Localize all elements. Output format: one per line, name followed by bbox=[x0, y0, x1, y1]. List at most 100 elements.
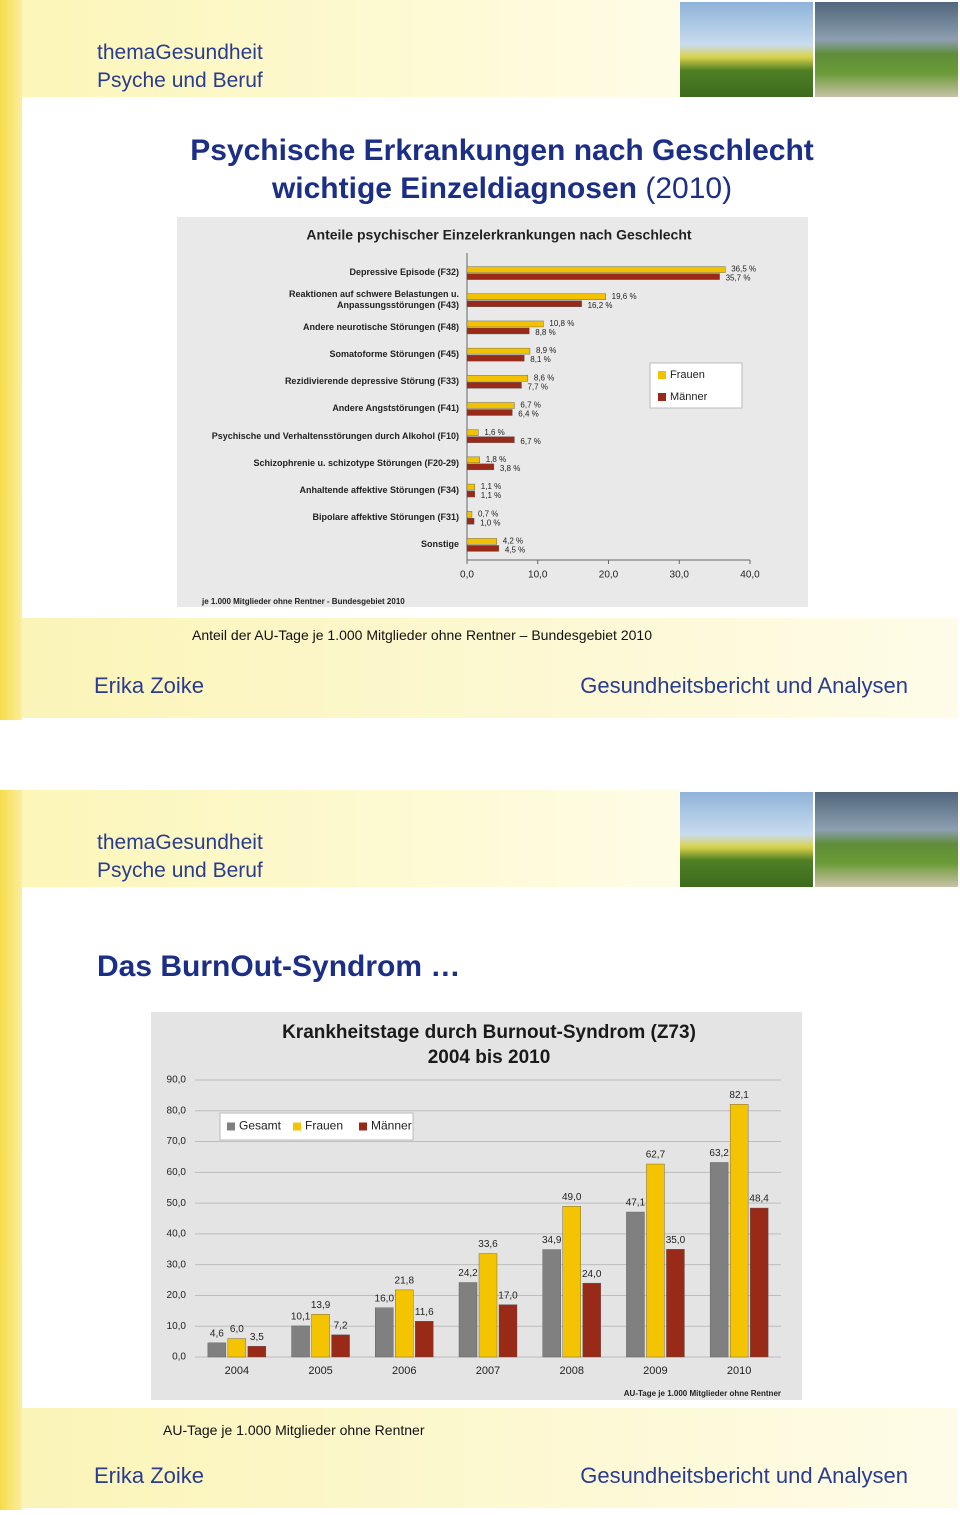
y-tick-label: Depressive Episode (F32) bbox=[349, 267, 459, 278]
y-tick-label: 10,0 bbox=[167, 1321, 187, 1332]
value-label: 21,8 bbox=[395, 1276, 415, 1287]
bar bbox=[666, 1249, 685, 1358]
value-label: 47,1 bbox=[626, 1198, 646, 1209]
category-label-box: Andere neurotische Störungen (F48) bbox=[303, 322, 459, 332]
value-label: 35,0 bbox=[666, 1235, 686, 1246]
y-tick-label: 20,0 bbox=[167, 1290, 187, 1301]
value-label: 24,2 bbox=[458, 1268, 478, 1279]
slide-title-line: wichtige Einzeldiagnosen (2010) bbox=[0, 172, 960, 206]
value-label: 6,7 % bbox=[520, 401, 540, 410]
caption: AU-Tage je 1.000 Mitglieder ohne Rentner bbox=[163, 1422, 425, 1438]
footer-department: Gesundheitsbericht und Analysen bbox=[580, 1463, 908, 1488]
slide: themaGesundheit Psyche und Beruf Das Bur… bbox=[0, 790, 960, 1510]
bar bbox=[466, 293, 606, 300]
chart-footnote: AU-Tage je 1.000 Mitglieder ohne Rentner bbox=[624, 1389, 781, 1398]
bar bbox=[331, 1334, 350, 1358]
value-label: 34,9 bbox=[542, 1235, 562, 1246]
value-label: 82,1 bbox=[729, 1090, 749, 1101]
value-label: 0,7 % bbox=[478, 509, 498, 518]
category-label-box: Reaktionen auf schwere Belastungen u. An… bbox=[288, 289, 459, 310]
bar bbox=[466, 483, 475, 491]
value-label: 1,6 % bbox=[484, 428, 504, 437]
footer-band bbox=[22, 618, 958, 718]
bar bbox=[466, 347, 531, 355]
value-label: 8,6 % bbox=[534, 373, 554, 382]
y-tick-label: Reaktionen auf schwere Belastungen u. An… bbox=[288, 289, 459, 310]
value-label: 48,4 bbox=[749, 1194, 769, 1205]
x-tick-label: 20,0 bbox=[599, 570, 619, 581]
value-label: 62,7 bbox=[646, 1150, 666, 1161]
value-label: 8,1 % bbox=[530, 355, 550, 364]
x-tick-label: 10,0 bbox=[528, 570, 548, 581]
header-band bbox=[22, 0, 680, 97]
bar bbox=[415, 1321, 434, 1358]
category-label-box: Schizophrenie u. schizotype Störungen (F… bbox=[253, 458, 459, 468]
bar bbox=[466, 456, 480, 464]
y-tick-label: 70,0 bbox=[167, 1136, 187, 1147]
value-label: 24,0 bbox=[582, 1269, 602, 1280]
bar bbox=[466, 375, 529, 382]
bar bbox=[466, 300, 582, 307]
value-label: 1,1 % bbox=[481, 482, 501, 491]
y-tick-label: 0,0 bbox=[172, 1352, 186, 1363]
bar bbox=[466, 320, 544, 328]
bar bbox=[466, 511, 473, 518]
category-label-box: Somatoforme Störungen (F45) bbox=[329, 348, 459, 359]
x-tick-label: 0,0 bbox=[460, 570, 474, 581]
chart: Krankheitstage durch Burnout-Syndrom (Z7… bbox=[151, 1012, 802, 1400]
bar bbox=[542, 1249, 561, 1358]
legend-label: Frauen bbox=[670, 369, 705, 381]
slide-title-part: wichtige Einzeldiagnosen bbox=[271, 172, 637, 205]
header-band bbox=[22, 790, 680, 887]
category-label-box: Sonstige bbox=[421, 539, 459, 549]
y-tick-label: 50,0 bbox=[167, 1198, 187, 1209]
y-tick-label: Somatoforme Störungen (F45) bbox=[329, 348, 459, 359]
legend-swatch bbox=[658, 371, 666, 379]
category-label-box: Rezidivierende depressive Störung (F33) bbox=[285, 376, 459, 386]
legend-swatch bbox=[658, 393, 666, 401]
legend-swatch bbox=[359, 1122, 367, 1131]
footer-band bbox=[22, 1408, 958, 1508]
value-label: 4,2 % bbox=[503, 537, 523, 546]
chart-title: Anteile psychischer Einzelerkrankungen n… bbox=[306, 227, 691, 243]
chart-footnote: je 1.000 Mitglieder ohne Rentner - Bunde… bbox=[201, 597, 405, 606]
category-label-box: Bipolare affektive Störungen (F31) bbox=[312, 512, 459, 522]
bar bbox=[247, 1346, 267, 1358]
x-tick-label: 2004 bbox=[225, 1365, 249, 1377]
value-label: 6,4 % bbox=[518, 410, 538, 419]
side-strip bbox=[0, 0, 22, 720]
bar bbox=[626, 1211, 645, 1358]
x-tick-label: 2008 bbox=[559, 1365, 583, 1377]
category-label-box: Anhaltende affektive Störungen (F34) bbox=[299, 485, 459, 495]
value-label: 16,2 % bbox=[588, 301, 613, 310]
header-photo bbox=[815, 792, 958, 887]
value-label: 49,0 bbox=[562, 1192, 582, 1203]
slide-title: Psychische Erkrankungen nach Geschlecht bbox=[190, 134, 814, 167]
legend-label: Gesamt bbox=[239, 1119, 282, 1133]
chart-subtitle: 2004 bis 2010 bbox=[428, 1047, 551, 1068]
footer-author: Erika Zoike bbox=[94, 673, 205, 698]
slide-title-year: (2010) bbox=[645, 172, 733, 205]
bar bbox=[375, 1307, 394, 1358]
bar bbox=[498, 1304, 518, 1358]
header-title: themaGesundheit bbox=[97, 831, 263, 854]
value-label: 6,7 % bbox=[520, 437, 540, 446]
footer-author: Erika Zoike bbox=[94, 1463, 205, 1488]
bar bbox=[466, 545, 500, 552]
y-tick-label: 40,0 bbox=[167, 1229, 187, 1240]
value-label: 19,6 % bbox=[612, 292, 637, 301]
value-label: 33,6 bbox=[478, 1239, 498, 1250]
legend-label: Frauen bbox=[305, 1119, 343, 1133]
bar bbox=[466, 327, 530, 335]
bar bbox=[466, 402, 515, 409]
category-label-box: Andere Angststörungen (F41) bbox=[332, 403, 459, 413]
x-tick-label: 30,0 bbox=[670, 570, 690, 581]
bar bbox=[749, 1207, 769, 1358]
bar bbox=[466, 266, 726, 273]
bar bbox=[458, 1282, 478, 1358]
bar bbox=[227, 1338, 247, 1358]
value-label: 1,0 % bbox=[480, 518, 500, 527]
value-label: 1,8 % bbox=[486, 455, 506, 464]
bar bbox=[466, 354, 525, 362]
value-label: 63,2 bbox=[709, 1148, 729, 1159]
